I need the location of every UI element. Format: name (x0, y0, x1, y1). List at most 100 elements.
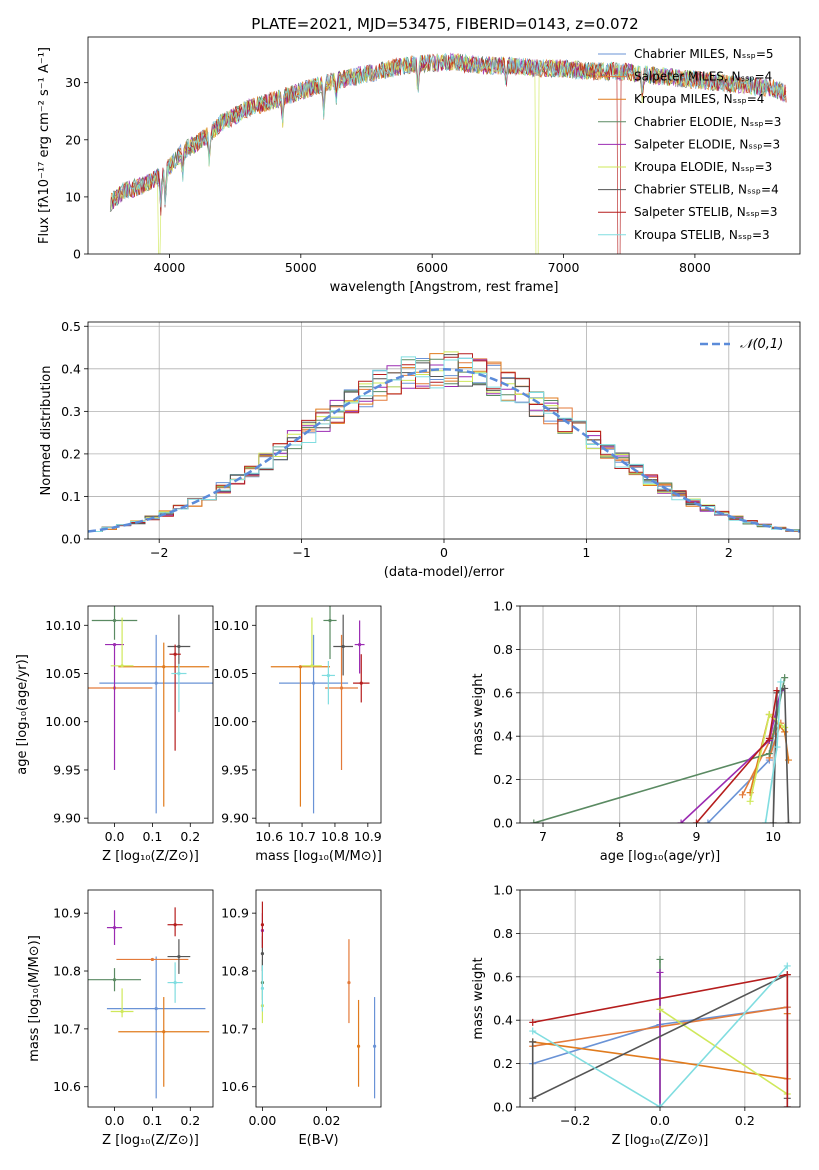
data-point (173, 923, 177, 927)
x-tick-label: 0.2 (180, 1113, 200, 1128)
y-tick-label: 0.0 (493, 1100, 513, 1115)
x-tick-label: 0.1 (142, 829, 162, 844)
y-tick-label: 9.95 (221, 762, 249, 777)
weight-marker (529, 1094, 537, 1102)
x-tick-label: 2 (725, 545, 733, 560)
data-point (326, 673, 330, 678)
legend-label: 𝒩(0,1) (740, 337, 783, 352)
weight-marker (773, 743, 781, 751)
data-point (112, 926, 117, 930)
weight-marker (761, 819, 769, 823)
legend-label: Salpeter STELIB, Nₛₛₚ=3 (634, 205, 778, 219)
weight-marker (765, 711, 773, 718)
x-axis-label: wavelength [Angstrom, rest frame] (330, 280, 559, 295)
y-tick-label: 10.9 (221, 906, 249, 921)
data-point (112, 618, 117, 623)
weight-marker (704, 819, 712, 823)
data-point (162, 1030, 166, 1034)
y-tick-label: 10.9 (53, 906, 81, 921)
y-tick-label: 10.05 (213, 666, 249, 681)
y-tick-label: 0.8 (493, 926, 513, 941)
plot-area (88, 606, 213, 814)
data-point (120, 664, 124, 668)
y-tick-label: 0.4 (493, 729, 513, 744)
y-tick-label: 0.4 (61, 361, 81, 376)
axes-frame (87, 605, 214, 824)
x-tick-label: 8 (616, 829, 624, 844)
legend-label: Chabrier MILES, Nₛₛₚ=5 (634, 47, 774, 61)
y-tick-label: 0.6 (493, 685, 513, 700)
legend-label: Salpeter MILES, Nₛₛₚ=4 (634, 70, 772, 84)
weight-marker (765, 750, 773, 758)
x-tick-label: 10.7 (288, 829, 316, 844)
data-point (173, 980, 177, 985)
panel-z_age: 0.0 0.1 0.2 9.90 9.95 10.00 10.05 10.10 Z [log₁₀… (15, 605, 214, 864)
axes-frame (255, 605, 382, 824)
spectrum-line (109, 53, 787, 254)
data-point (112, 978, 117, 982)
panel-age_weight: 7 8 9 10 0.0 0.2 0.4 0.6 0.8 1.0 age [log₁₀(age/yr… (471, 599, 801, 864)
data-point (150, 957, 154, 962)
x-tick-label: 4000 (154, 260, 186, 275)
normal-reference-curve (88, 368, 800, 533)
data-point (310, 664, 314, 668)
y-axis-label: mass weight (471, 673, 486, 755)
weight-line (659, 1008, 788, 1095)
spectrum-line (109, 52, 787, 212)
data-point (341, 644, 345, 649)
x-tick-label: 10.6 (255, 829, 283, 844)
axes-frame (87, 889, 214, 1108)
y-tick-label: 0.8 (493, 642, 513, 657)
weight-marker (529, 1027, 537, 1035)
y-tick-label: 10 (65, 189, 81, 204)
panel-mass_age: 10.6 10.7 10.8 10.9 9.90 9.95 10.00 10.05 10.10 m… (213, 605, 382, 864)
data-point (177, 954, 181, 959)
x-tick-label: 0.2 (180, 829, 200, 844)
plot-area (530, 674, 792, 823)
data-point (328, 618, 332, 623)
weight-marker (773, 687, 781, 695)
x-tick-label: 0.0 (105, 1113, 125, 1128)
y-axis-label: mass [log₁₀(M/M⊙)] (27, 935, 42, 1062)
legend-label: Chabrier STELIB, Nₛₛₚ=4 (634, 183, 779, 197)
histogram-step (88, 356, 800, 539)
x-tick-label: 6000 (416, 260, 448, 275)
data-point (177, 671, 181, 676)
y-tick-label: 0.0 (61, 532, 81, 547)
x-tick-label: 0.0 (650, 1113, 670, 1128)
y-tick-label: 10.8 (221, 964, 249, 979)
y-tick-label: 0.0 (493, 816, 513, 831)
y-tick-label: 10.7 (221, 1021, 249, 1036)
x-tick-label: 0.2 (735, 1113, 755, 1128)
x-tick-label: 0.1 (142, 1113, 162, 1128)
plot-area (88, 907, 210, 1099)
data-point (339, 686, 344, 690)
x-tick-label: 0.0 (105, 829, 125, 844)
data-point (298, 665, 303, 669)
axes-frame (519, 605, 801, 824)
y-tick-label: 0.3 (61, 404, 81, 419)
legend-label: Kroupa ELODIE, Nₛₛₚ=3 (634, 160, 772, 174)
data-point (260, 923, 265, 927)
x-axis-label: Z [log₁₀(Z/Z⊙)] (612, 1133, 709, 1148)
weight-marker (656, 1005, 664, 1013)
data-point (311, 681, 316, 685)
x-axis-label: age [log₁₀(age/yr)] (600, 849, 721, 864)
y-tick-label: 1.0 (493, 883, 513, 898)
data-point (372, 1044, 377, 1048)
x-tick-label: 7000 (548, 260, 580, 275)
x-axis-label: E(B-V) (298, 1133, 338, 1148)
data-point (154, 681, 158, 685)
figure-title: PLATE=2021, MJD=53475, FIBERID=0143, z=0… (251, 15, 638, 33)
weight-marker (783, 971, 791, 979)
y-tick-label: 10.6 (53, 1079, 81, 1094)
x-tick-label: −0.2 (560, 1113, 590, 1128)
panel-z_mass: 0.0 0.1 0.2 10.6 10.7 10.8 10.9 Z [log₁₀(Z/Z⊙)]… (27, 889, 214, 1148)
y-tick-label: 0.4 (493, 1013, 513, 1028)
panel-z_weight: −0.2 0.0 0.2 0.0 0.2 0.4 0.6 0.8 1.0 Z [log₁₀(Z/Z… (471, 883, 801, 1148)
x-axis-label: Z [log₁₀(Z/Z⊙)] (102, 849, 199, 864)
y-tick-label: 30 (65, 75, 81, 90)
plot-area (88, 351, 800, 539)
x-tick-label: 0 (440, 545, 448, 560)
